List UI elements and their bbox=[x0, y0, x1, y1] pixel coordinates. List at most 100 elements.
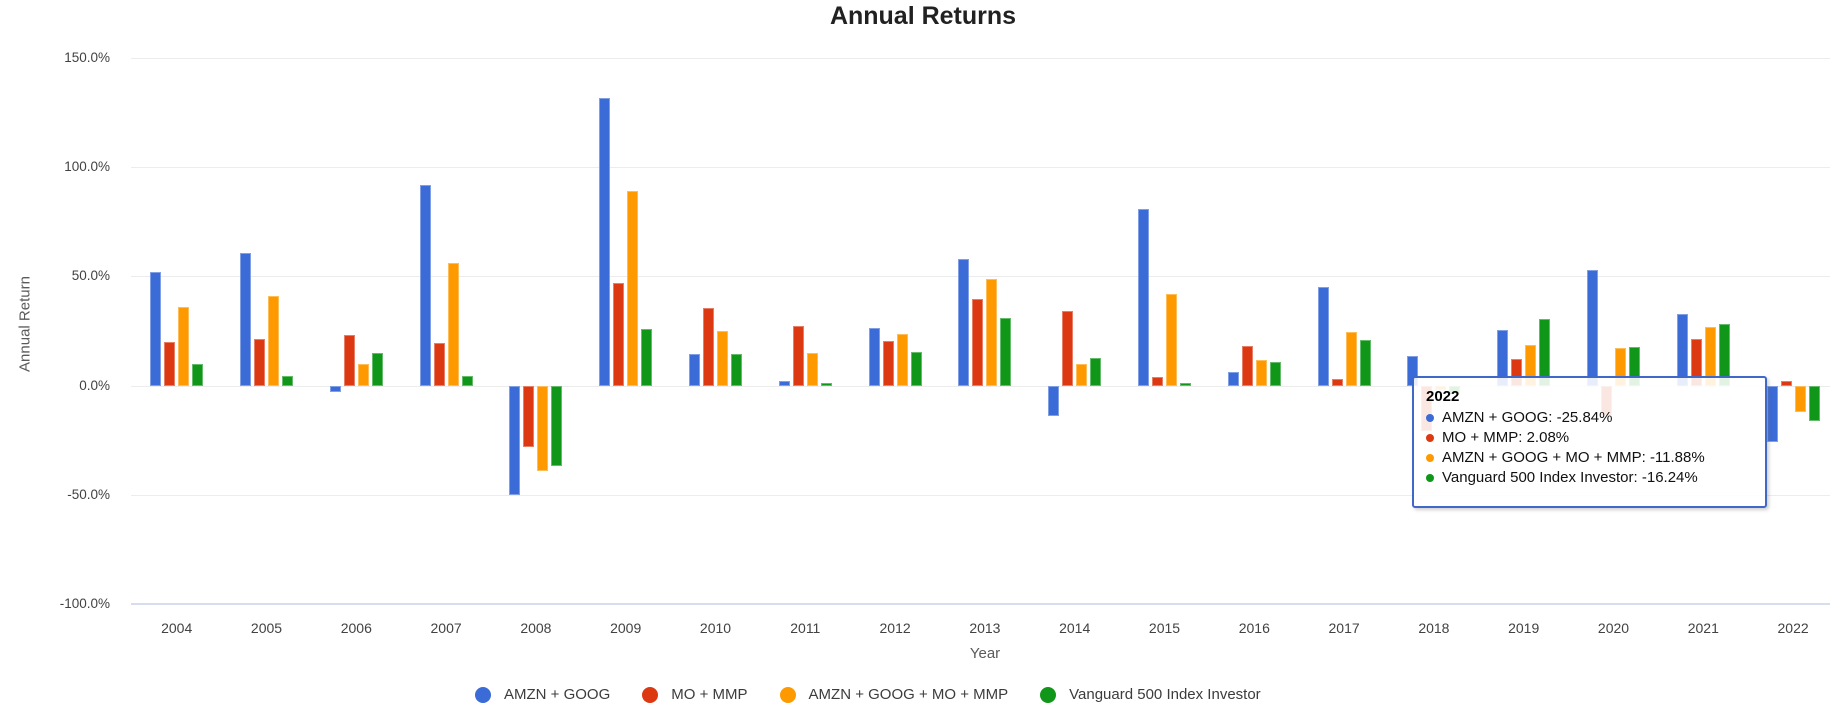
legend-item-amzn-goog-mo-mmp[interactable]: AMZN + GOOG + MO + MMP bbox=[779, 686, 1009, 703]
x-tick-label-2006: 2006 bbox=[340, 620, 372, 636]
bar-2010-vanguard-500-index-investor[interactable] bbox=[731, 353, 742, 386]
bar-2017-mo-mmp[interactable] bbox=[1331, 379, 1343, 386]
bar-2007-mo-mmp[interactable] bbox=[433, 343, 445, 386]
bar-2008-amzn-goog-mo-mmp[interactable] bbox=[537, 385, 549, 471]
bar-2006-mo-mmp[interactable] bbox=[343, 335, 355, 386]
bar-2020-amzn-goog-mo-mmp[interactable] bbox=[1615, 348, 1626, 386]
bar-2004-vanguard-500-index-investor[interactable] bbox=[192, 363, 204, 386]
bar-2010-amzn-goog-mo-mmp[interactable] bbox=[717, 331, 728, 386]
bar-2014-amzn-goog-mo-mmp[interactable] bbox=[1076, 363, 1088, 386]
x-tick-label-2019: 2019 bbox=[1508, 620, 1540, 636]
tooltip: 2022 AMZN + GOOG: -25.84% MO + MMP: 2.08%… bbox=[1412, 376, 1767, 508]
bar-2008-mo-mmp[interactable] bbox=[523, 385, 535, 447]
bar-2014-mo-mmp[interactable] bbox=[1062, 311, 1074, 386]
bar-2017-amzn-goog[interactable] bbox=[1317, 287, 1329, 386]
bar-2019-mo-mmp[interactable] bbox=[1511, 359, 1523, 386]
bar-2013-mo-mmp[interactable] bbox=[972, 299, 984, 386]
bar-2019-vanguard-500-index-investor[interactable] bbox=[1539, 318, 1551, 386]
tooltip-row: AMZN + GOOG + MO + MMP: -11.88% bbox=[1426, 448, 1753, 468]
bar-2019-amzn-goog[interactable] bbox=[1497, 329, 1509, 386]
bar-2005-mo-mmp[interactable] bbox=[254, 338, 265, 386]
bar-2020-vanguard-500-index-investor[interactable] bbox=[1629, 347, 1640, 386]
gridline--50 bbox=[131, 494, 1830, 496]
x-tick-label-2004: 2004 bbox=[161, 620, 193, 636]
bar-2013-amzn-goog[interactable] bbox=[958, 258, 970, 386]
bar-2014-vanguard-500-index-investor[interactable] bbox=[1090, 358, 1102, 386]
bar-2017-vanguard-500-index-investor[interactable] bbox=[1359, 339, 1371, 386]
bar-2009-amzn-goog-mo-mmp[interactable] bbox=[627, 191, 639, 386]
bar-2007-vanguard-500-index-investor[interactable] bbox=[461, 375, 473, 386]
bar-2013-vanguard-500-index-investor[interactable] bbox=[1000, 317, 1012, 386]
bar-2011-vanguard-500-index-investor[interactable] bbox=[820, 383, 832, 386]
bar-2017-amzn-goog-mo-mmp[interactable] bbox=[1345, 332, 1357, 386]
bar-2021-vanguard-500-index-investor[interactable] bbox=[1718, 324, 1730, 386]
bar-2014-amzn-goog[interactable] bbox=[1048, 385, 1060, 417]
bar-2016-amzn-goog[interactable] bbox=[1227, 372, 1239, 386]
bar-2004-amzn-goog-mo-mmp[interactable] bbox=[178, 306, 190, 386]
bar-2021-amzn-goog-mo-mmp[interactable] bbox=[1704, 326, 1716, 386]
bar-2006-vanguard-500-index-investor[interactable] bbox=[371, 352, 383, 386]
tooltip-row: Vanguard 500 Index Investor: -16.24% bbox=[1426, 468, 1753, 488]
bar-2020-amzn-goog[interactable] bbox=[1587, 269, 1598, 386]
bar-2016-mo-mmp[interactable] bbox=[1241, 346, 1253, 386]
bar-2015-amzn-goog-mo-mmp[interactable] bbox=[1166, 293, 1177, 386]
bar-2019-amzn-goog-mo-mmp[interactable] bbox=[1525, 345, 1537, 386]
bar-2015-mo-mmp[interactable] bbox=[1152, 376, 1163, 386]
bar-2011-mo-mmp[interactable] bbox=[792, 325, 804, 386]
y-tick-label: -100.0% bbox=[59, 596, 110, 611]
bar-2012-vanguard-500-index-investor[interactable] bbox=[910, 351, 922, 386]
bar-2016-amzn-goog-mo-mmp[interactable] bbox=[1255, 360, 1267, 386]
bar-2008-vanguard-500-index-investor[interactable] bbox=[551, 385, 563, 467]
bar-2012-mo-mmp[interactable] bbox=[882, 340, 894, 386]
legend-item-amzn-goog[interactable]: AMZN + GOOG bbox=[475, 686, 610, 703]
tooltip-row: MO + MMP: 2.08% bbox=[1426, 428, 1753, 448]
bar-2022-amzn-goog[interactable] bbox=[1766, 385, 1778, 443]
bar-2021-mo-mmp[interactable] bbox=[1690, 338, 1702, 386]
bar-2006-amzn-goog[interactable] bbox=[329, 385, 341, 393]
bar-2012-amzn-goog[interactable] bbox=[868, 327, 880, 386]
bar-2005-vanguard-500-index-investor[interactable] bbox=[282, 375, 293, 386]
legend-item-mo-mmp[interactable]: MO + MMP bbox=[642, 686, 748, 703]
bar-2005-amzn-goog[interactable] bbox=[240, 253, 251, 386]
bar-2010-mo-mmp[interactable] bbox=[703, 308, 714, 386]
gridline-150 bbox=[131, 58, 1830, 59]
bar-2011-amzn-goog-mo-mmp[interactable] bbox=[806, 352, 818, 386]
tooltip-series-dot-icon bbox=[1426, 474, 1434, 482]
bar-2022-amzn-goog-mo-mmp[interactable] bbox=[1794, 385, 1806, 412]
bar-2013-amzn-goog-mo-mmp[interactable] bbox=[986, 278, 998, 386]
tooltip-title: 2022 bbox=[1426, 388, 1460, 405]
bar-2009-mo-mmp[interactable] bbox=[613, 282, 625, 386]
bar-2009-amzn-goog[interactable] bbox=[599, 98, 611, 386]
bar-2004-mo-mmp[interactable] bbox=[164, 341, 176, 386]
bar-2022-vanguard-500-index-investor[interactable] bbox=[1808, 385, 1820, 422]
legend-dot-icon bbox=[642, 686, 659, 703]
bar-2004-amzn-goog[interactable] bbox=[150, 272, 162, 386]
bar-2018-amzn-goog[interactable] bbox=[1407, 356, 1419, 386]
bar-2008-amzn-goog[interactable] bbox=[509, 385, 521, 495]
y-tick-label: 100.0% bbox=[64, 159, 110, 175]
bar-2011-amzn-goog[interactable] bbox=[778, 381, 790, 386]
x-tick-label-2017: 2017 bbox=[1328, 620, 1360, 636]
gridline-100 bbox=[131, 167, 1830, 169]
x-tick-label-2015: 2015 bbox=[1148, 620, 1181, 636]
x-tick-label-2014: 2014 bbox=[1059, 620, 1091, 636]
x-tick-label-2012: 2012 bbox=[879, 620, 911, 636]
legend-label: Vanguard 500 Index Investor bbox=[1069, 686, 1261, 703]
bar-2012-amzn-goog-mo-mmp[interactable] bbox=[896, 334, 908, 386]
bar-2022-mo-mmp[interactable] bbox=[1780, 381, 1792, 386]
bar-2007-amzn-goog[interactable] bbox=[419, 184, 431, 386]
bar-2007-amzn-goog-mo-mmp[interactable] bbox=[447, 263, 459, 386]
legend-label: AMZN + GOOG + MO + MMP bbox=[808, 686, 1009, 703]
x-tick-label-2021: 2021 bbox=[1687, 620, 1719, 636]
bar-2016-vanguard-500-index-investor[interactable] bbox=[1269, 361, 1281, 386]
bar-2021-amzn-goog[interactable] bbox=[1676, 313, 1688, 386]
bar-2015-vanguard-500-index-investor[interactable] bbox=[1180, 382, 1191, 386]
bar-2010-amzn-goog[interactable] bbox=[689, 353, 700, 386]
bar-2009-vanguard-500-index-investor[interactable] bbox=[641, 328, 653, 386]
bar-2006-amzn-goog-mo-mmp[interactable] bbox=[357, 363, 369, 386]
bar-2005-amzn-goog-mo-mmp[interactable] bbox=[268, 296, 279, 386]
bar-2015-amzn-goog[interactable] bbox=[1138, 208, 1149, 386]
tooltip-series-value: MO + MMP: 2.08% bbox=[1442, 429, 1570, 446]
legend-item-vanguard-500-index-investor[interactable]: Vanguard 500 Index Investor bbox=[1040, 686, 1261, 703]
y-tick-label: 0.0% bbox=[79, 377, 110, 393]
